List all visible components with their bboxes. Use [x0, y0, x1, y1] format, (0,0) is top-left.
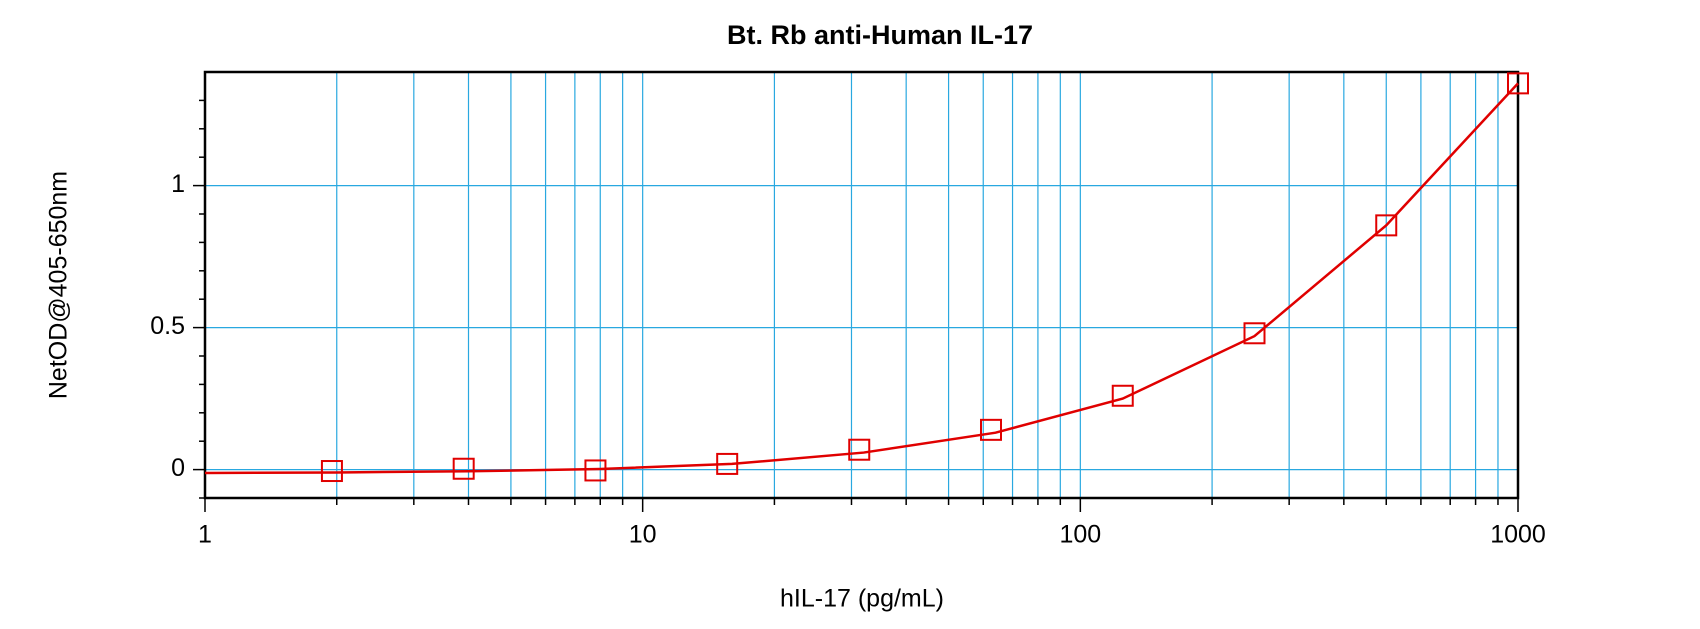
x-tick-label: 100 — [1059, 521, 1101, 549]
data-point — [452, 457, 475, 480]
data-point — [584, 459, 607, 482]
plot-frame — [203, 70, 1520, 500]
data-point — [979, 418, 1002, 441]
y-axis-label: NetOD@405-650nm — [45, 171, 73, 399]
y-tick-label: 0 — [171, 454, 185, 482]
data-point — [848, 438, 871, 461]
x-tick-label: 1000 — [1490, 521, 1546, 549]
y-tick-label: 1 — [171, 170, 185, 198]
data-point — [1243, 322, 1266, 345]
data-point — [1111, 384, 1134, 407]
x-tick-label: 1 — [198, 521, 212, 549]
x-axis-label: hIL-17 (pg/mL) — [780, 585, 944, 613]
data-point — [1375, 214, 1398, 237]
chart-title: Bt. Rb anti-Human IL-17 — [727, 20, 1033, 50]
data-point — [1507, 72, 1529, 95]
y-tick-label: 0.5 — [150, 312, 185, 340]
fit-curve — [204, 82, 1519, 475]
data-point — [320, 460, 343, 483]
data-point — [716, 452, 739, 475]
x-tick-label: 10 — [629, 521, 657, 549]
